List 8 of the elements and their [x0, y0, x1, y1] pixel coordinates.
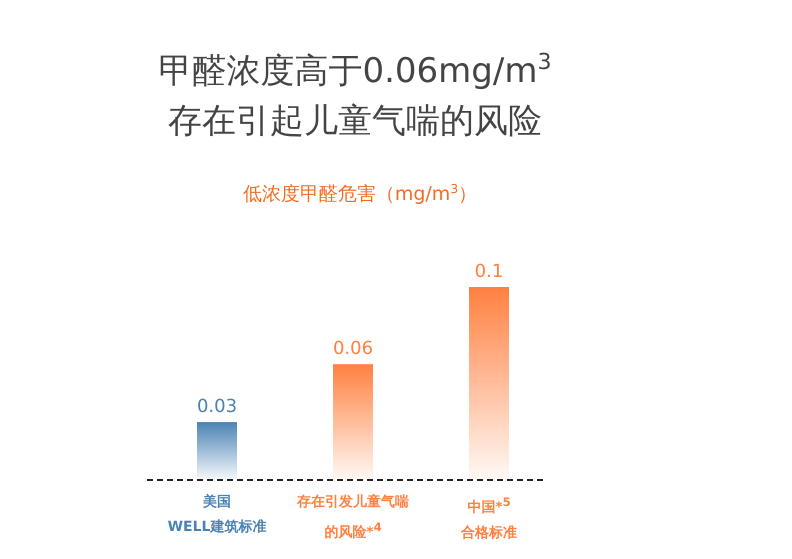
chart-subtitle: 低浓度甲醛危害（mg/m$^{3}$） — [242, 182, 478, 205]
x-tick-label: 美国 WELL建筑标准 — [166, 492, 268, 537]
data-label: 0.1 — [474, 261, 504, 282]
data-label: 0.06 — [332, 338, 374, 360]
category-label: 中国*$^{5}$ 合格标准 — [461, 495, 517, 541]
data-label: 0.03 — [196, 396, 238, 418]
chart-title: 甲醛浓度高于0.06mg/m$^{3}$ 存在引起儿童气喘的风险 — [158, 49, 552, 141]
x-tick-label: 存在引发儿童气喘的风险*$^{4}$ — [296, 492, 410, 543]
